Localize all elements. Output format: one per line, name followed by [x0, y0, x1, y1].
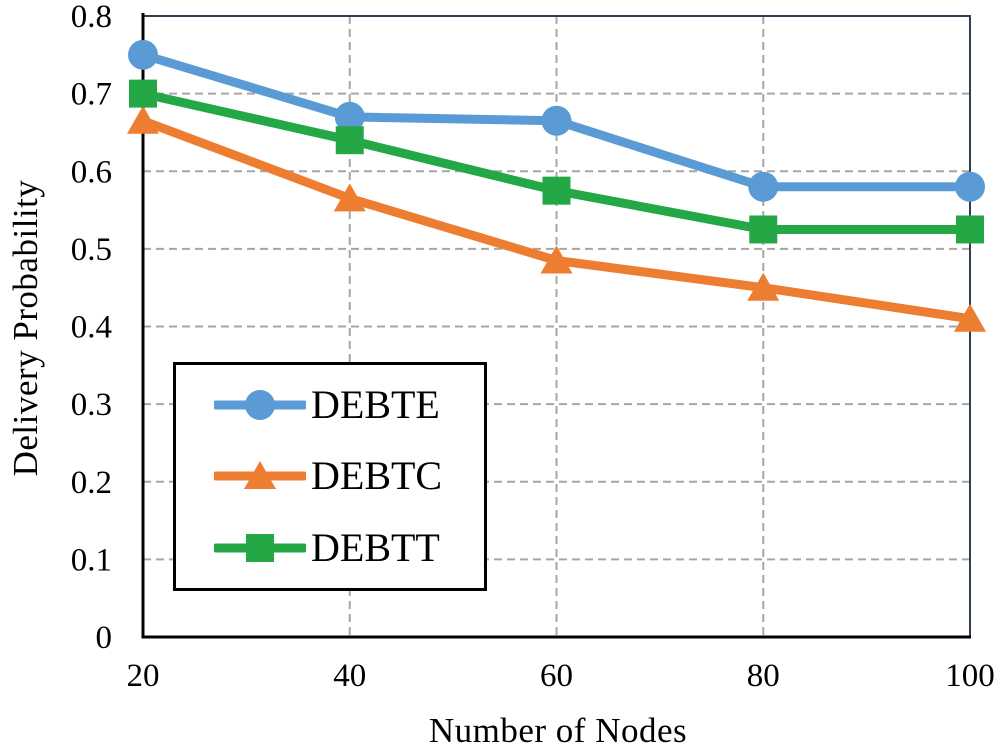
y-tick-label: 0.3 — [71, 387, 112, 423]
series-marker-debte — [334, 101, 365, 132]
series-marker-debtc — [747, 272, 780, 301]
legend-swatch-marker — [244, 461, 276, 490]
series-marker-debtt — [749, 215, 778, 244]
legend: DEBTE DEBTC DEBTT — [173, 362, 487, 591]
y-tick-label: 0.5 — [71, 232, 112, 268]
legend-label-debtt: DEBTT — [311, 525, 440, 571]
legend-item-debtc: DEBTC — [214, 454, 484, 498]
series-marker-debtt — [129, 79, 157, 108]
debte-circle-swatch-icon — [214, 389, 306, 420]
y-tick-label: 0 — [96, 620, 113, 656]
series-marker-debte — [955, 171, 985, 202]
legend-label-debte: DEBTE — [311, 381, 440, 427]
series-marker-debte — [748, 171, 779, 202]
legend-swatch-marker — [245, 389, 275, 420]
debtt-square-swatch-icon — [214, 534, 306, 563]
series-marker-debtc — [540, 245, 573, 274]
x-axis-title: Number of Nodes — [428, 711, 688, 750]
x-tick-label: 100 — [945, 658, 995, 694]
x-tick-label: 60 — [540, 658, 573, 694]
y-tick-label: 0.7 — [71, 77, 112, 113]
x-tick-label: 80 — [747, 658, 780, 694]
series-marker-debtt — [956, 215, 984, 244]
legend-item-debtt: DEBTT — [214, 526, 484, 570]
y-axis-title: Delivery Probability — [6, 179, 45, 477]
legend-label-debtc: DEBTC — [311, 453, 443, 499]
series-marker-debtc — [333, 183, 366, 212]
y-tick-label: 0.2 — [71, 465, 112, 501]
legend-swatch-marker — [246, 534, 274, 563]
series-marker-debte — [541, 105, 572, 136]
series-marker-debtc — [127, 105, 159, 134]
legend-item-debte: DEBTE — [214, 383, 484, 427]
series-marker-debte — [128, 39, 158, 70]
x-tick-label: 40 — [333, 658, 366, 694]
y-tick-label: 0.4 — [71, 310, 112, 346]
series-marker-debtt — [542, 176, 571, 205]
y-tick-label: 0.1 — [71, 542, 112, 578]
x-tick-label: 20 — [127, 658, 160, 694]
y-tick-label: 0.6 — [71, 154, 112, 190]
series-marker-debtt — [335, 126, 364, 155]
debtc-triangle-swatch-icon — [214, 461, 306, 490]
y-tick-label: 0.8 — [71, 0, 112, 35]
series-marker-debtc — [954, 303, 986, 332]
